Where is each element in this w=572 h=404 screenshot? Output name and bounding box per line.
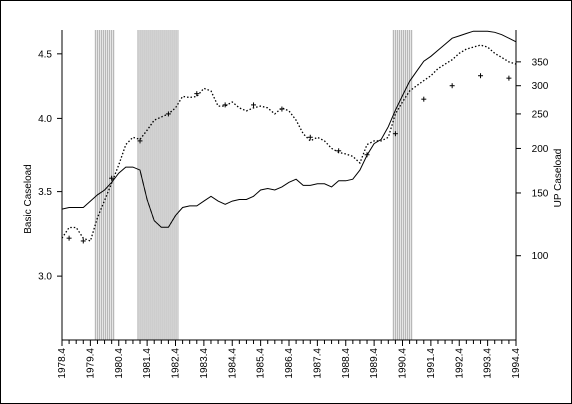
left-axis-title: Basic Caseload (23, 164, 34, 233)
plus-marker (336, 148, 342, 154)
x-tick-label: 1980.4 (114, 348, 125, 379)
x-tick-label: 1991.4 (426, 348, 437, 379)
plus-marker (109, 175, 115, 181)
plus-marker (165, 111, 171, 117)
recession-bands (94, 30, 413, 340)
right-axis-ticks: 100 150 200 250 300 350 (516, 57, 549, 262)
plus-marker (392, 131, 398, 137)
plus-marker (449, 83, 455, 89)
x-tick-label: 1984.4 (227, 348, 238, 379)
right-tick-label: 200 (532, 144, 549, 155)
plus-marker (478, 73, 484, 79)
plus-marker (364, 152, 370, 158)
x-tick-label: 1989.4 (369, 348, 380, 379)
x-axis-tick-labels: 1978.4 1979.4 1980.4 1981.4 1982.4 1983.4 1984… (57, 348, 522, 379)
x-tick-label: 1987.4 (312, 348, 323, 379)
x-tick-label: 1986.4 (284, 348, 295, 379)
x-tick-label: 1982.4 (171, 348, 182, 379)
x-tick-label: 1990.4 (398, 348, 409, 379)
x-tick-label: 1978.4 (57, 348, 68, 379)
plus-marker (194, 91, 200, 97)
basic-caseload-line (61, 30, 517, 228)
x-tick-label: 1985.4 (256, 348, 267, 379)
x-tick-label: 1983.4 (199, 348, 210, 379)
plus-marker (307, 134, 313, 140)
left-tick-label: 3.0 (38, 272, 52, 283)
x-tick-label: 1988.4 (341, 348, 352, 379)
right-tick-label: 250 (532, 109, 549, 120)
plus-marker (251, 102, 257, 108)
plus-marker (506, 75, 512, 81)
recession-band (94, 30, 115, 340)
left-tick-label: 3.5 (38, 187, 52, 198)
right-tick-label: 300 (532, 81, 549, 92)
x-tick-label: 1993.4 (483, 348, 494, 379)
plus-marker (137, 138, 143, 144)
plus-marker (80, 238, 86, 244)
marker-series (66, 73, 512, 244)
x-tick-label: 1994.4 (511, 348, 522, 379)
plus-marker (421, 96, 427, 102)
right-axis-title: UP Caseload (553, 149, 564, 208)
x-axis-ticks (61, 340, 517, 346)
plus-marker (222, 102, 228, 108)
series-layer (61, 30, 517, 244)
recession-band (392, 30, 413, 340)
plus-marker (279, 106, 285, 112)
plus-marker (66, 235, 72, 241)
left-tick-label: 4.5 (38, 49, 52, 60)
left-axis-ticks: 3.0 3.5 4.0 4.5 (38, 49, 62, 283)
left-tick-label: 4.0 (38, 114, 52, 125)
x-tick-label: 1981.4 (142, 348, 153, 379)
right-tick-label: 100 (532, 251, 549, 262)
x-tick-label: 1979.4 (85, 348, 96, 379)
right-tick-label: 350 (532, 57, 549, 68)
right-tick-label: 150 (532, 188, 549, 199)
x-tick-label: 1992.4 (454, 348, 465, 379)
up-caseload-line (61, 44, 517, 242)
